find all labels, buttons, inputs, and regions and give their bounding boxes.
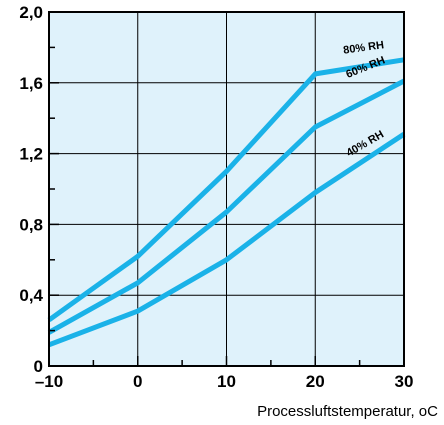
y-tick-label: 0	[34, 357, 43, 376]
series-line	[47, 78, 406, 335]
y-tick-label: 1,2	[19, 145, 43, 164]
series-line	[48, 132, 406, 348]
y-tick-label: 0,4	[19, 286, 43, 305]
x-tick-label: 20	[306, 372, 325, 391]
series-label: 80% RH	[343, 39, 385, 57]
x-axis-title: Processluftstemperatur, oC	[257, 403, 438, 420]
y-tick-label: 1,6	[19, 74, 43, 93]
y-tick-label: 2,0	[19, 3, 43, 22]
x-tick-label: 0	[133, 372, 142, 391]
y-tick-label: 0,8	[19, 215, 43, 234]
x-tick-label: 30	[395, 372, 414, 391]
grid-lines	[49, 12, 404, 366]
series-line	[47, 57, 405, 323]
x-tick-label: –10	[35, 372, 63, 391]
x-tick-label: 10	[217, 372, 236, 391]
series-lines	[47, 57, 406, 348]
